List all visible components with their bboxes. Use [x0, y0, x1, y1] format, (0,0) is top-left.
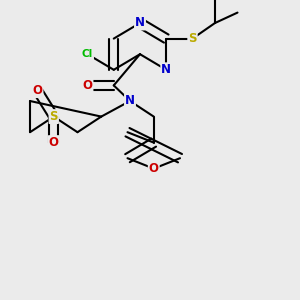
Text: S: S [50, 110, 58, 123]
Text: O: O [49, 136, 59, 149]
Text: O: O [32, 84, 43, 97]
Text: S: S [188, 32, 197, 45]
Text: O: O [82, 79, 92, 92]
Text: N: N [125, 94, 135, 107]
Text: N: N [161, 63, 171, 76]
Text: O: O [149, 162, 159, 175]
Text: Cl: Cl [82, 49, 93, 59]
Text: N: N [135, 16, 145, 29]
